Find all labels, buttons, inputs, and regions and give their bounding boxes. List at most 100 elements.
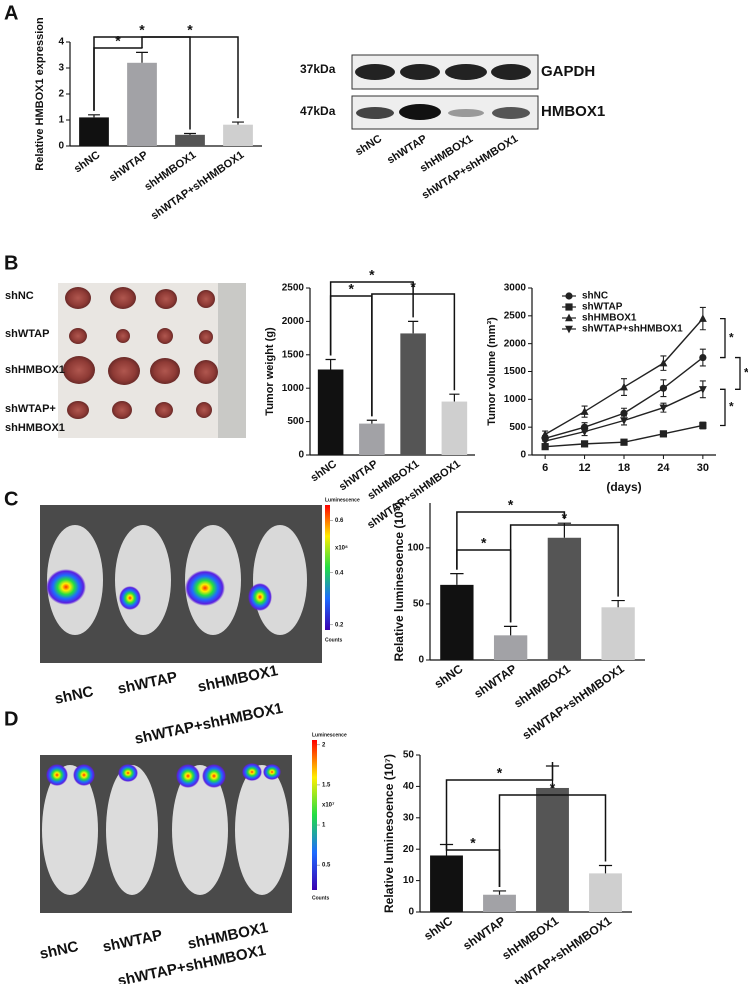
marker	[620, 382, 628, 391]
y-tick-label: 2500	[504, 310, 527, 321]
colorbar-tick-label: 0.6	[335, 518, 344, 524]
marker	[659, 404, 668, 413]
y-tick-label: 1	[58, 115, 64, 126]
y-axis-label: Tumor volume (mm³)	[486, 317, 498, 426]
bar	[317, 369, 344, 455]
marker	[659, 430, 668, 438]
significance-bracket	[456, 511, 566, 570]
x-tick-label: shWTAP+shHMBOX1	[520, 661, 627, 742]
y-tick-label: 500	[509, 422, 526, 433]
bar	[440, 584, 474, 660]
ruler	[218, 283, 246, 438]
legend-label: shWTAP+shHMBOX1	[582, 324, 683, 335]
y-tick-label: 0	[298, 450, 304, 461]
significance-bracket	[720, 317, 726, 359]
bar	[175, 134, 205, 146]
colorbar-tick-label: 0.4	[335, 570, 344, 576]
colorbar-tick-label: 2	[322, 742, 326, 748]
marker	[541, 437, 550, 446]
marker	[580, 407, 589, 415]
x-tick-label: shNC	[72, 149, 102, 175]
row-label: shHMBOX1	[5, 364, 65, 376]
bar	[547, 537, 582, 660]
significance-bracket	[445, 761, 554, 841]
colorbar-scale: x10⁸	[335, 546, 348, 552]
row-label: shWTAP+	[5, 403, 56, 415]
significance-bracket	[371, 293, 456, 417]
y-tick-label: 100	[407, 542, 424, 553]
y-axis-label: Tumor weight (g)	[264, 327, 276, 416]
y-tick-label: 1000	[504, 394, 527, 405]
legend-label: shNC	[582, 291, 608, 302]
error-bar	[492, 890, 507, 895]
y-tick-label: 3	[58, 63, 64, 74]
signal	[46, 763, 281, 788]
significance-label: *	[729, 330, 734, 344]
colorbar	[325, 505, 330, 630]
colorbar-tick-label: 0.2	[335, 622, 344, 628]
significance-label: *	[744, 366, 748, 380]
significance-label: *	[410, 279, 416, 295]
y-tick-label: 0	[58, 141, 64, 152]
bar	[127, 62, 157, 146]
colorbar-footer: Counts	[312, 895, 329, 901]
y-tick-label: 2	[58, 89, 64, 100]
y-tick-label: 1000	[282, 383, 305, 394]
bar	[536, 787, 569, 912]
marker	[620, 409, 628, 417]
marker	[565, 313, 573, 322]
marker	[620, 438, 628, 446]
x-tick-label: shWTAP	[107, 149, 150, 184]
legend-label: shWTAP	[582, 302, 623, 313]
y-tick-label: 0	[408, 907, 414, 918]
y-tick-label: 0	[418, 655, 424, 666]
mouse-label: shWTAP	[116, 669, 179, 698]
series-line	[544, 357, 704, 439]
colorbar-title: Luminescence	[312, 732, 347, 738]
bar	[493, 635, 528, 660]
marker	[699, 353, 707, 362]
error-bar	[232, 121, 244, 125]
significance-label: *	[729, 400, 734, 414]
x-tick-label: 6	[542, 462, 548, 474]
colorbar-tick-label: 0.5	[322, 863, 331, 869]
marker	[698, 386, 707, 394]
bar	[79, 117, 109, 146]
protein-label: HMBOX1	[541, 103, 605, 120]
error-bar	[408, 320, 419, 334]
mouse-label: shWTAP+shHMBOX1	[133, 700, 284, 748]
tumors	[63, 287, 218, 419]
marker	[565, 325, 573, 334]
mouse-label: shHMBOX1	[196, 662, 279, 696]
bioluminescence-image	[40, 505, 330, 663]
y-tick-label: 30	[403, 812, 415, 823]
significance-bracket	[329, 281, 414, 356]
colorbar-scale: x10⁷	[322, 803, 335, 809]
bar	[441, 401, 468, 455]
y-tick-label: 4	[58, 37, 64, 48]
error-bar	[184, 132, 196, 135]
panel-label: C	[4, 488, 18, 510]
panel-label: A	[4, 2, 18, 24]
y-tick-label: 20	[403, 844, 415, 855]
y-tick-label: 1500	[282, 349, 305, 360]
error-bar	[611, 599, 625, 608]
row-label: shNC	[5, 290, 34, 302]
x-axis-label: (days)	[606, 480, 641, 494]
marker	[565, 292, 573, 300]
error-bar	[366, 419, 377, 424]
bar	[400, 333, 426, 455]
colorbar-footer: Counts	[325, 637, 342, 643]
legend-label: shHMBOX1	[582, 313, 637, 324]
significance-label: *	[349, 281, 355, 297]
marker	[620, 417, 628, 425]
error-bar	[449, 393, 460, 402]
bar	[223, 124, 253, 146]
y-tick-label: 0	[520, 450, 526, 461]
bar	[589, 873, 622, 912]
significance-bracket	[509, 524, 619, 623]
error-bar	[136, 51, 148, 63]
error-bar	[450, 573, 464, 585]
mouse-label: shNC	[38, 938, 80, 963]
x-tick-label: 30	[697, 462, 709, 474]
